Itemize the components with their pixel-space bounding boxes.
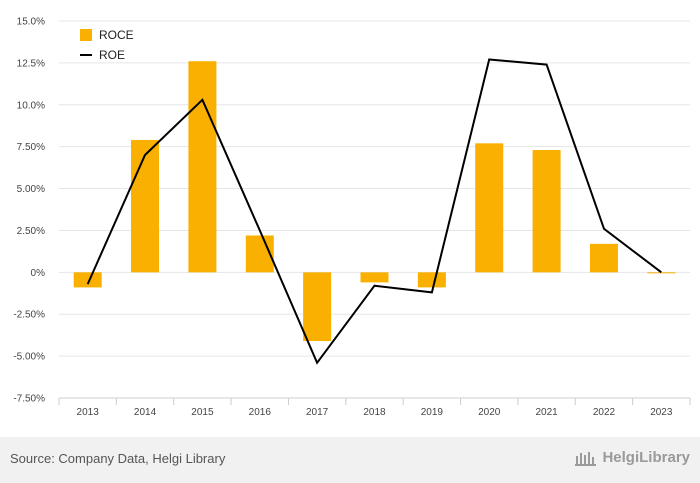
x-tick-label: 2019 [421,407,444,418]
x-tick-label: 2015 [191,407,214,418]
brand-logo: HelgiLibrary [575,449,690,466]
chart: 15.0% 12.5% 10.0% 7.50% 5.00% 2.50% 0% -2.50% -5… [13,17,691,418]
y-tick-label: 5.00% [17,184,45,195]
y-tick-label: 7.50% [17,142,45,153]
y-tick-label: 10.0% [17,100,45,111]
roce-bar-2021 [532,150,561,273]
x-tick-label: 2017 [306,407,329,418]
roce-bar-2017 [303,272,332,342]
x-tick-label: 2013 [77,407,100,418]
y-tick-label: 0% [31,268,46,279]
source-text: Source: Company Data, Helgi Library [10,451,226,466]
x-tick-label: 2021 [535,407,558,418]
footer: Source: Company Data, Helgi Library Helg… [0,437,700,483]
roce-bar-2023 [647,272,676,274]
y-tick-label: -7.50% [13,394,45,405]
roe-line-path [86,58,662,365]
x-tick-label: 2023 [650,407,673,418]
roce-bar-2015 [188,61,217,273]
x-tick-label: 2014 [134,407,157,418]
roce-bar-2013 [73,272,102,288]
y-tick-label: 15.0% [17,17,45,28]
brand-name: HelgiLibrary [602,449,690,466]
legend-label-roce: ROCE [99,28,134,42]
y-tick-label: -2.50% [13,310,45,321]
roce-bar-2020 [475,143,504,273]
roce-bar-2014 [131,139,160,273]
y-tick-label: -5.00% [13,352,45,363]
y-tick-label: 12.5% [17,58,45,69]
x-tick-label: 2018 [363,407,386,418]
x-axis: 2013 2014 2015 2016 2017 2018 2019 2020 2021 2022… [58,397,691,418]
roe-line [86,58,662,365]
x-tick-label: 2022 [593,407,616,418]
library-icon [575,451,597,466]
roce-bar-2018 [360,272,389,283]
roce-bar-2019 [417,272,446,288]
legend-label-roe: ROE [99,48,125,62]
x-tick-label: 2020 [478,407,501,418]
roce-bars [73,61,676,342]
roce-bar-2022 [589,243,618,273]
y-axis: 15.0% 12.5% 10.0% 7.50% 5.00% 2.50% 0% -2.50% -5… [13,17,45,405]
legend-swatch-roce [80,29,92,41]
legend: ROCE ROE [80,28,134,62]
x-tick-label: 2016 [249,407,272,418]
y-tick-label: 2.50% [17,226,45,237]
